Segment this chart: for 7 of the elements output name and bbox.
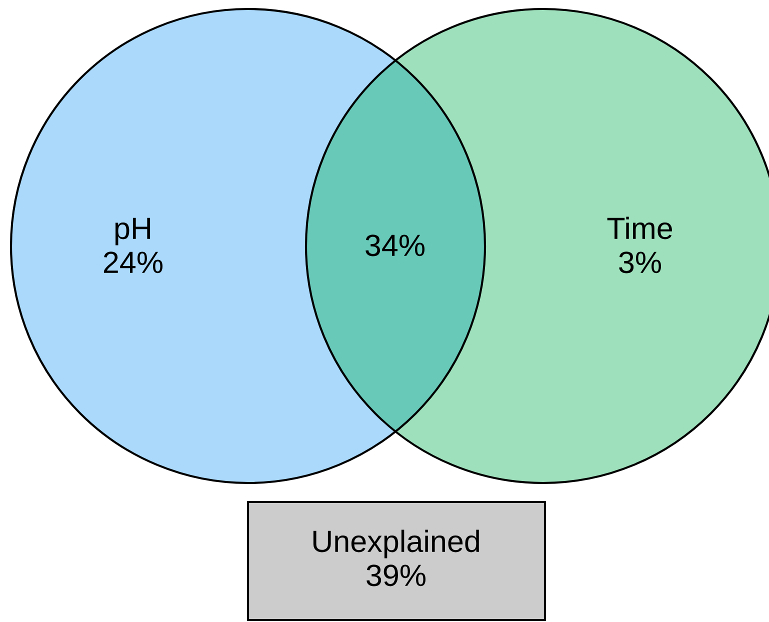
data-label: 39% xyxy=(366,564,426,586)
category-label: Unexplained xyxy=(313,530,479,558)
data-label: 34% xyxy=(366,234,424,256)
data-label: 24% xyxy=(104,252,162,274)
data-label: 3% xyxy=(619,252,661,274)
category-label: pH xyxy=(115,218,150,246)
category-label: Time xyxy=(607,216,672,240)
